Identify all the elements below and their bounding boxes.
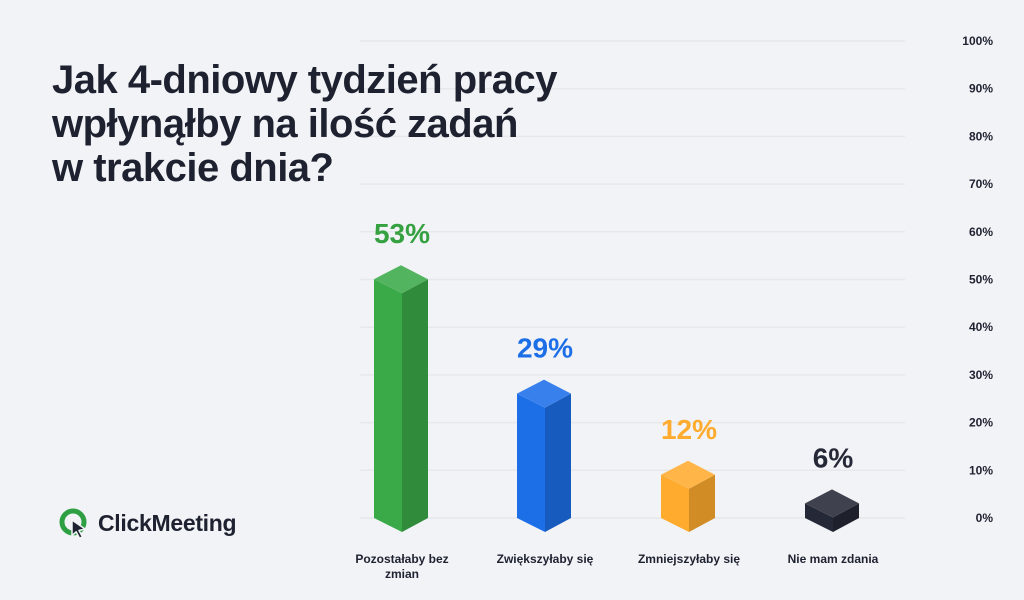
category-label-1: Zwiększyłaby się bbox=[496, 552, 594, 566]
bar-value-label-0: 53% bbox=[374, 218, 430, 249]
y-tick-label: 90% bbox=[969, 82, 993, 96]
y-tick-label: 0% bbox=[976, 511, 994, 525]
title-line-3: w trakcie dnia? bbox=[52, 146, 334, 190]
bar-value-label-3: 6% bbox=[813, 442, 854, 473]
bar-side-0 bbox=[402, 279, 428, 532]
bar-front-3 bbox=[805, 503, 833, 532]
bar-front-0 bbox=[374, 279, 402, 532]
category-label-0: Pozostałaby bez zmian bbox=[355, 552, 449, 581]
y-tick-label: 100% bbox=[962, 34, 993, 48]
bar-value-label-1: 29% bbox=[517, 333, 573, 364]
bar-side-1 bbox=[545, 393, 571, 532]
y-tick-label: 70% bbox=[969, 177, 993, 191]
y-tick-label: 10% bbox=[969, 463, 993, 477]
title-line-1: Jak 4-dniowy tydzień pracy bbox=[52, 58, 557, 102]
y-tick-label: 20% bbox=[969, 416, 993, 430]
chart-title: Jak 4-dniowy tydzień pracy wpłynąłby na … bbox=[52, 58, 652, 190]
bar-top-3 bbox=[805, 489, 859, 518]
y-tick-label: 80% bbox=[969, 129, 993, 143]
brand-name: ClickMeeting bbox=[98, 509, 237, 536]
y-tick-label: 30% bbox=[969, 368, 993, 382]
y-tick-label: 40% bbox=[969, 320, 993, 334]
bar-side-3 bbox=[833, 503, 859, 532]
clickmeeting-logo-icon bbox=[59, 508, 87, 539]
y-tick-label: 60% bbox=[969, 225, 993, 239]
bar-value-label-2: 12% bbox=[661, 414, 717, 445]
bar-top-1 bbox=[517, 379, 571, 408]
bar-top-2 bbox=[661, 460, 715, 489]
y-tick-label: 50% bbox=[969, 273, 993, 287]
bar-front-1 bbox=[517, 393, 545, 532]
title-line-2: wpłynąłby na ilość zadań bbox=[52, 102, 518, 146]
category-label-3: Nie mam zdania bbox=[787, 552, 879, 566]
bar-side-2 bbox=[689, 474, 715, 532]
bar-front-2 bbox=[661, 474, 689, 532]
category-label-2: Zmniejszyłaby się bbox=[637, 552, 741, 566]
brand-logo: ClickMeeting bbox=[58, 507, 237, 539]
bar-top-0 bbox=[374, 265, 428, 294]
